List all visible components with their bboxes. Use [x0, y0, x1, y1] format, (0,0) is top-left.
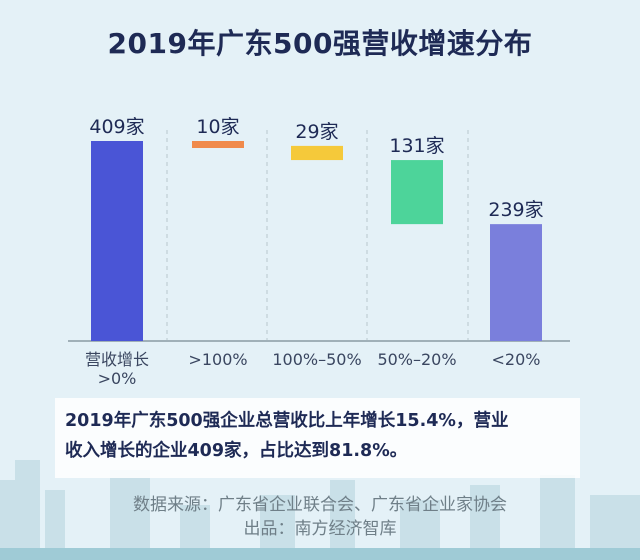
bar-1	[192, 141, 244, 148]
data-source: 数据来源：广东省企业联合会、广东省企业家协会	[133, 495, 507, 515]
data-label-0: 409家	[89, 116, 144, 138]
category-label-1: >100%	[188, 350, 247, 369]
category-label-0: 营收增长	[85, 350, 149, 369]
category-label-2: 100%–50%	[272, 350, 361, 369]
data-label-2: 29家	[295, 121, 338, 143]
bar-2	[291, 145, 343, 161]
bar-0	[91, 141, 143, 341]
data-label-1: 10家	[196, 116, 239, 138]
chart-title: 2019年广东500强营收增速分布	[107, 27, 533, 60]
bar-4	[490, 224, 542, 341]
producer-credit: 出品：南方经济智库	[243, 519, 397, 539]
category-label-3: 50%–20%	[377, 350, 456, 369]
city-skyline-decoration	[0, 460, 640, 560]
bar-3	[391, 160, 443, 225]
data-label-3: 131家	[389, 135, 444, 157]
data-label-4: 239家	[488, 199, 543, 221]
category-label-4: <20%	[492, 350, 541, 369]
category-label-0-line1: >0%	[98, 369, 137, 388]
summary-line-1: 2019年广东500强企业总营收比上年增长15.4%，营业	[65, 411, 509, 431]
summary-note: 2019年广东500强企业总营收比上年增长15.4%，营业 收入增长的企业409…	[55, 398, 580, 478]
summary-line-2: 收入增长的企业409家，占比达到81.8%。	[65, 441, 408, 461]
